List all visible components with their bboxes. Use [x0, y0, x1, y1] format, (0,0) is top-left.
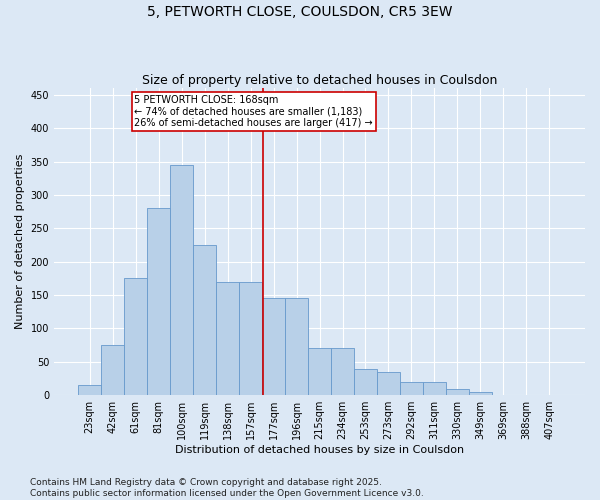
Bar: [193, 245, 216, 395]
Text: 5 PETWORTH CLOSE: 168sqm
← 74% of detached houses are smaller (1,183)
26% of sem: 5 PETWORTH CLOSE: 168sqm ← 74% of detach…: [134, 95, 373, 128]
Bar: [101, 345, 124, 395]
Bar: [285, 298, 308, 395]
Y-axis label: Number of detached properties: Number of detached properties: [15, 154, 25, 330]
Bar: [78, 385, 101, 395]
Title: Size of property relative to detached houses in Coulsdon: Size of property relative to detached ho…: [142, 74, 497, 87]
Bar: [124, 278, 147, 395]
Text: Contains HM Land Registry data © Crown copyright and database right 2025.
Contai: Contains HM Land Registry data © Crown c…: [30, 478, 424, 498]
Bar: [308, 348, 331, 395]
Bar: [239, 282, 262, 395]
Bar: [354, 368, 377, 395]
Bar: [262, 298, 285, 395]
Bar: [446, 388, 469, 395]
Bar: [216, 282, 239, 395]
Bar: [331, 348, 354, 395]
Bar: [469, 392, 492, 395]
Bar: [147, 208, 170, 395]
Bar: [400, 382, 423, 395]
Text: 5, PETWORTH CLOSE, COULSDON, CR5 3EW: 5, PETWORTH CLOSE, COULSDON, CR5 3EW: [147, 5, 453, 19]
Bar: [423, 382, 446, 395]
Bar: [377, 372, 400, 395]
Bar: [170, 165, 193, 395]
X-axis label: Distribution of detached houses by size in Coulsdon: Distribution of detached houses by size …: [175, 445, 464, 455]
